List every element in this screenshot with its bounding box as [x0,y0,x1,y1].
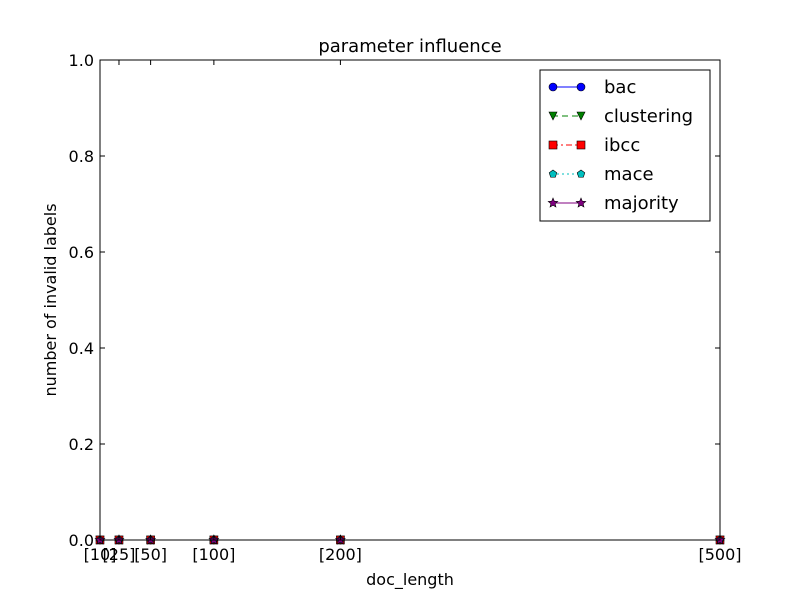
x-tick-label: [50] [134,545,167,564]
y-tick-label: 0.8 [69,147,94,166]
legend-marker-mace [576,169,586,178]
axes-frame [99,59,721,541]
chart-title: parameter influence [318,36,501,57]
x-tick-label: [100] [192,545,235,564]
legend-label-bac: bac [604,77,636,98]
legend-marker-clustering [548,111,558,121]
legend-label-ibcc: ibcc [604,135,640,156]
legend-label-clustering: clustering [604,106,693,127]
x-tick-label: [10] [84,545,117,564]
legend-marker-clustering [576,111,586,121]
y-tick-label: 1.0 [69,51,94,70]
plot-area: 0.0 0.2 0.4 0.6 0.8 1.0 [10][25][50] [100] [200]… [69,51,742,564]
legend-marker-ibcc [548,140,558,150]
y-tick-label: 0.6 [69,243,94,262]
legend-label-mace: mace [604,164,654,185]
legend-label-majority: majority [604,193,679,214]
x-tick-label: [25] [103,545,136,564]
legend-marker-mace [548,169,558,178]
legend-marker-bac [548,82,558,92]
x-tick-label: [200] [319,545,362,564]
legend-marker-majority [547,197,559,208]
y-tick-label: 0.4 [69,339,94,358]
legend: bac clustering ibcc mace majority [539,69,711,222]
legend-marker-bac [576,82,586,92]
x-tick-label: [500] [698,545,741,564]
y-axis-label: number of invalid labels [41,203,60,396]
y-tick-label: 0.2 [69,435,94,454]
legend-marker-ibcc [576,140,586,150]
x-axis-label: doc_length [366,570,454,590]
legend-marker-majority [575,197,587,208]
y-tick-label: 0.0 [69,531,94,550]
